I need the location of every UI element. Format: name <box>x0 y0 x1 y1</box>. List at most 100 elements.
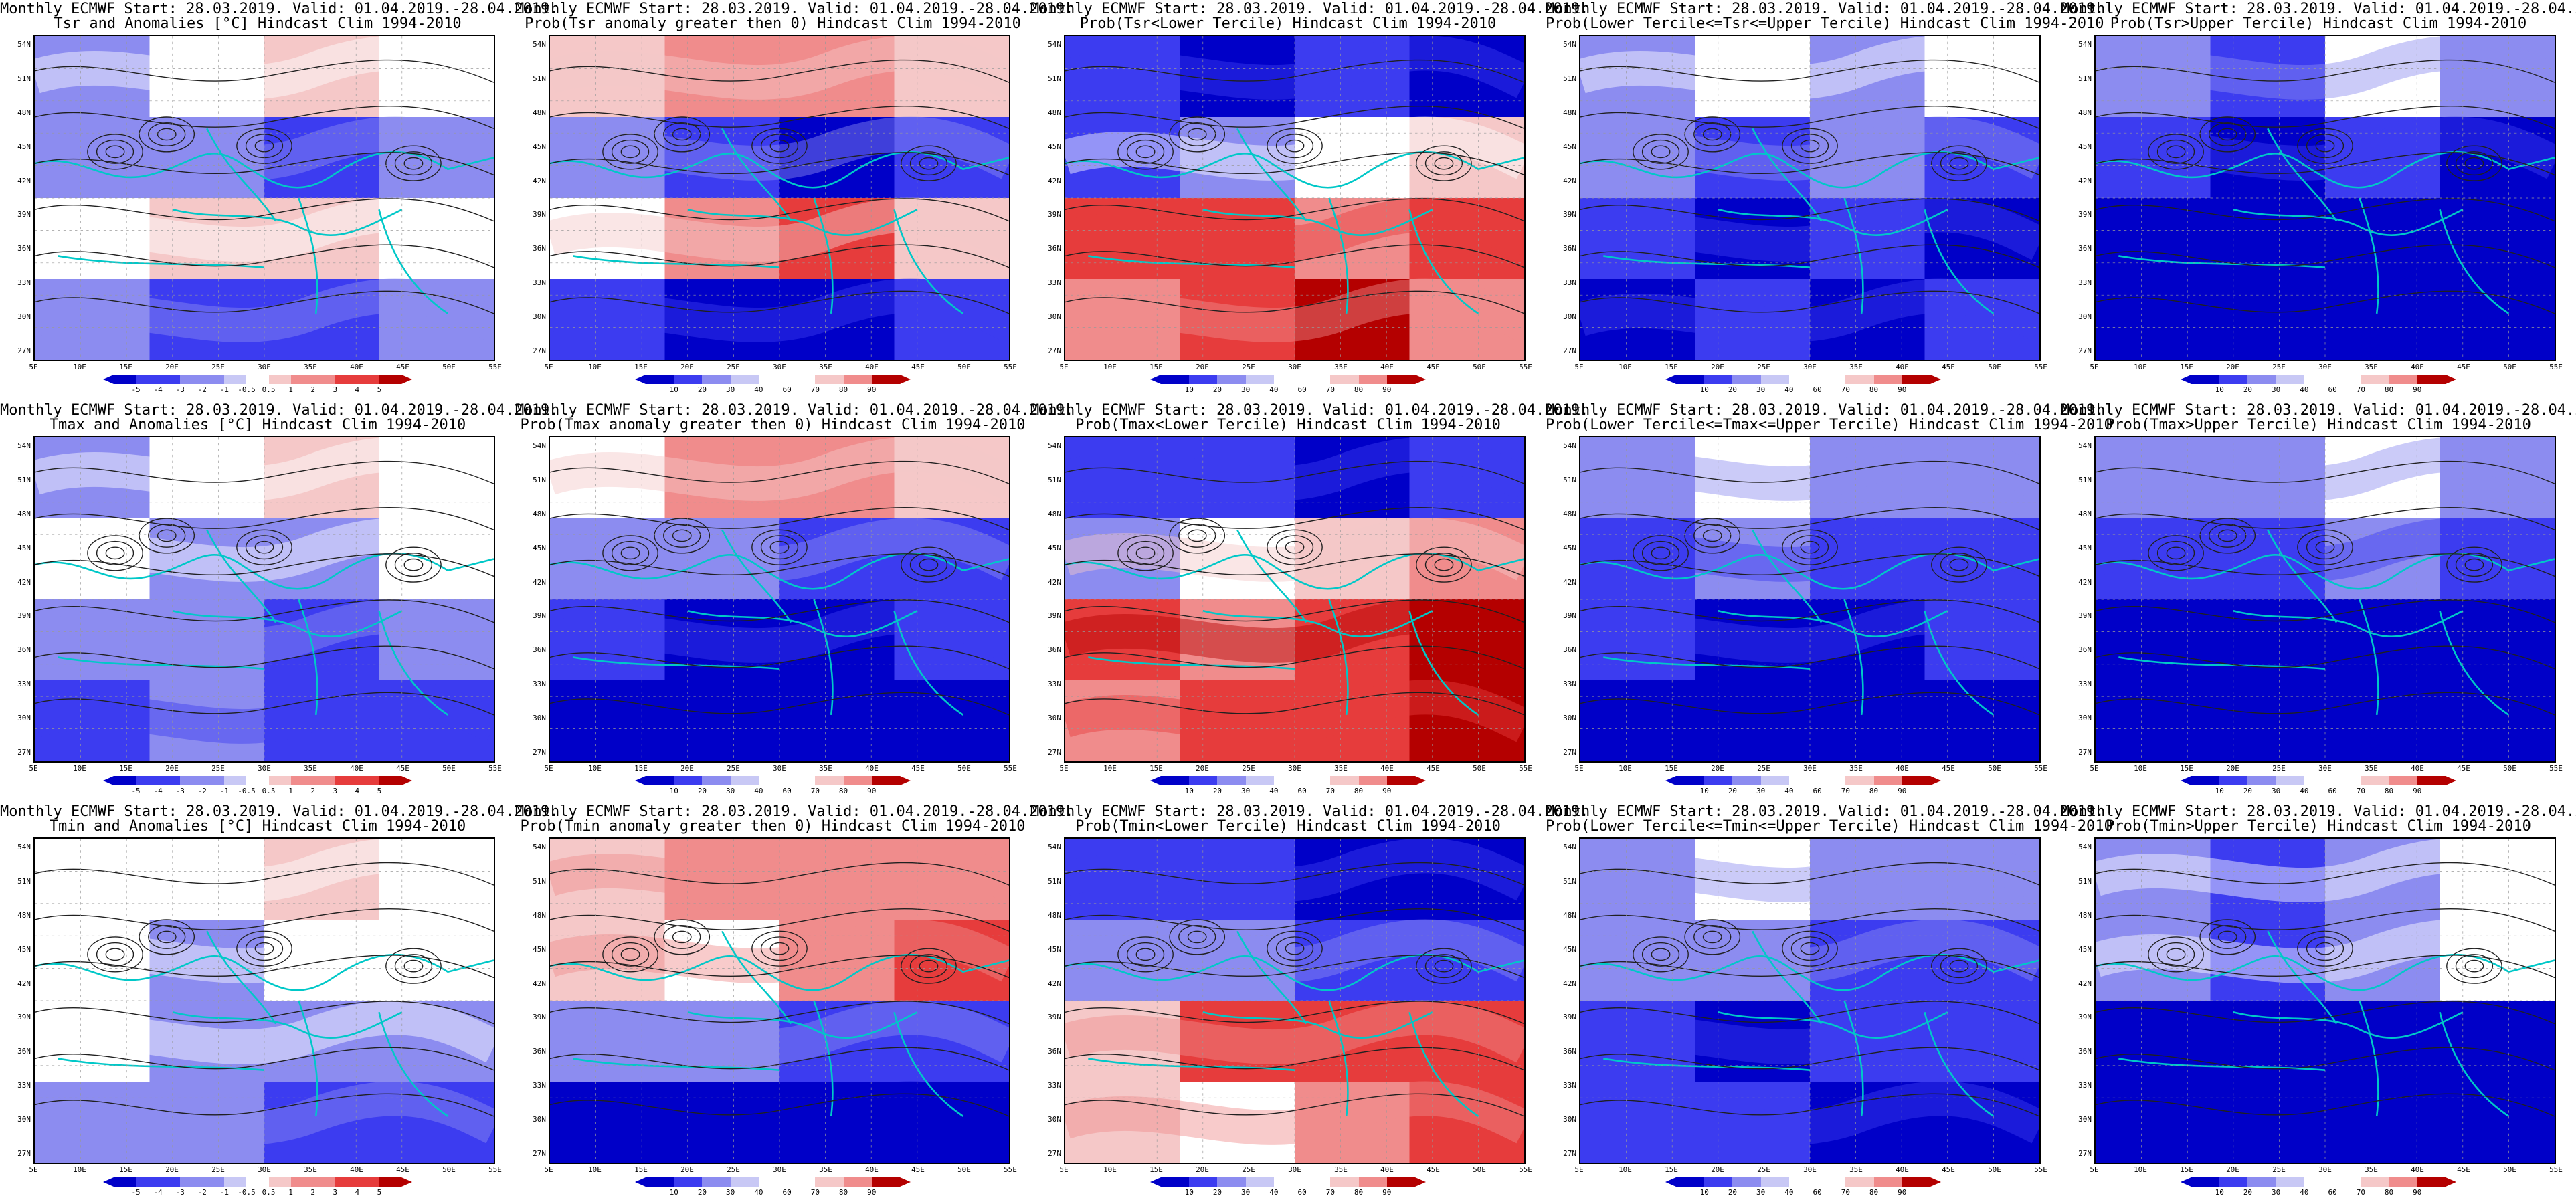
contour-ring <box>1702 930 1722 944</box>
contour-ring <box>654 919 711 955</box>
contour-ring <box>1135 546 1156 560</box>
field-band <box>1580 36 2039 100</box>
colorbar-swatch <box>1245 375 1274 384</box>
map-panel: Monthly ECMWF Start: 28.03.2019. Valid: … <box>1030 0 1588 401</box>
contour-ring <box>611 139 650 164</box>
contour-ring <box>1169 116 1226 153</box>
colorbar-label: 30 <box>1241 1188 1251 1197</box>
lon-label: 5E <box>2090 1165 2099 1174</box>
field-band <box>2096 437 2555 501</box>
colorbar-label: -5 <box>131 1188 141 1197</box>
field-cell <box>2210 680 2326 761</box>
lon-label: 5E <box>2090 764 2099 773</box>
colorbar-swatch <box>1330 375 1359 384</box>
colorbar-label: 10 <box>669 385 678 394</box>
lat-label: 27N <box>2078 346 2092 355</box>
colorbar-label: 10 <box>2215 385 2224 394</box>
lat-label: 42N <box>1563 577 1576 587</box>
contour-ring <box>1424 954 1463 979</box>
contour-ring <box>1169 919 1226 955</box>
contour-ring <box>2166 145 2186 159</box>
lon-label: 30E <box>258 764 271 773</box>
lon-label: 25E <box>2272 764 2286 773</box>
colorbar-swatch <box>1873 375 1902 384</box>
colorbar-label: 40 <box>754 385 763 394</box>
lat-label: 48N <box>1563 108 1576 117</box>
colorbar-swatch <box>1302 1177 1331 1187</box>
contour-ring <box>1187 930 1207 944</box>
lon-label: 10E <box>1619 1165 1632 1174</box>
coastline <box>206 128 277 222</box>
colorbar-label: 60 <box>1297 787 1307 795</box>
colorbar-swatch <box>1676 776 1705 785</box>
lon-label: 50E <box>442 363 456 371</box>
colorbar <box>646 375 900 384</box>
lat-label: 54N <box>1563 843 1576 851</box>
lon-label: 10E <box>1619 764 1632 773</box>
field-cell <box>894 279 1009 360</box>
lat-label: 27N <box>2078 748 2092 757</box>
field-cell <box>35 839 151 921</box>
contour-ring <box>1633 535 1689 571</box>
colorbar-label: 30 <box>726 385 735 394</box>
lon-label: 5E <box>29 363 38 371</box>
colorbar-label: 5 <box>377 1188 382 1197</box>
coastline <box>1328 599 1349 716</box>
colorbar-label: 10 <box>1699 1188 1709 1197</box>
field-cell <box>2096 518 2212 601</box>
coastline <box>35 953 494 991</box>
field-cell <box>1065 1082 1182 1163</box>
colorbar-arrow-right <box>1930 776 1941 785</box>
colorbar-swatch <box>136 1177 159 1187</box>
colorbar-label: 10 <box>2215 787 2224 795</box>
lat-label: 33N <box>533 680 546 689</box>
colorbar-arrow-left <box>1150 1177 1161 1187</box>
field-cell <box>1924 920 2039 1002</box>
coastline <box>2118 656 2326 670</box>
panel-title-line2: Prob(Tmax anomaly greater then 0) Hindca… <box>520 417 1026 433</box>
colorbar-swatch <box>730 1177 759 1187</box>
coastline <box>550 150 1009 189</box>
colorbar-label: 4 <box>355 787 360 795</box>
contour-ring <box>611 942 650 967</box>
lon-label: 10E <box>73 1165 86 1174</box>
coastline <box>2233 1011 2464 1039</box>
lon-label: 35E <box>819 764 832 773</box>
coastline <box>573 656 780 670</box>
lat-label: 42N <box>1048 176 1061 185</box>
lon-label: 40E <box>1380 363 1394 371</box>
field-cell <box>2096 437 2212 520</box>
lat-label: 33N <box>17 680 31 689</box>
coastline <box>172 209 403 236</box>
contour-ring <box>2156 540 2195 565</box>
lat-label: 48N <box>17 108 31 117</box>
field-cell <box>550 279 666 360</box>
colorbar-label: 40 <box>2300 1188 2309 1197</box>
lon-label: 40E <box>1896 764 1909 773</box>
contour-ring <box>901 546 957 583</box>
field-cell <box>35 920 151 1002</box>
colorbar <box>1676 1177 1930 1187</box>
panel-title-line2: Prob(Tmin>Upper Tercile) Hindcast Clim 1… <box>2106 818 2531 835</box>
coastline <box>206 529 277 623</box>
colorbar-swatch <box>2247 1177 2276 1187</box>
colorbar-label: 90 <box>1382 1188 1392 1197</box>
contour-ring <box>1416 948 1472 984</box>
colorbar-label: 80 <box>838 1188 848 1197</box>
coastline <box>378 1011 449 1117</box>
colorbar-label: 1 <box>288 787 293 795</box>
field-cell <box>1924 680 2039 761</box>
lat-label: 51N <box>1563 74 1576 83</box>
field-cell <box>379 680 494 761</box>
panel-title-line2: Prob(Tmax<Lower Tercile) Hindcast Clim 1… <box>1075 417 1501 433</box>
contour-ring <box>105 145 125 159</box>
colorbar-swatch <box>180 776 203 785</box>
lon-label: 25E <box>211 363 225 371</box>
contour-ring <box>2209 523 2247 548</box>
map-panel: Monthly ECMWF Start: 28.03.2019. Valid: … <box>2061 0 2576 401</box>
contour-ring <box>1651 145 1671 159</box>
lat-label: 33N <box>1048 1081 1061 1090</box>
colorbar-swatch <box>674 776 703 785</box>
lon-label: 5E <box>1059 764 1069 773</box>
